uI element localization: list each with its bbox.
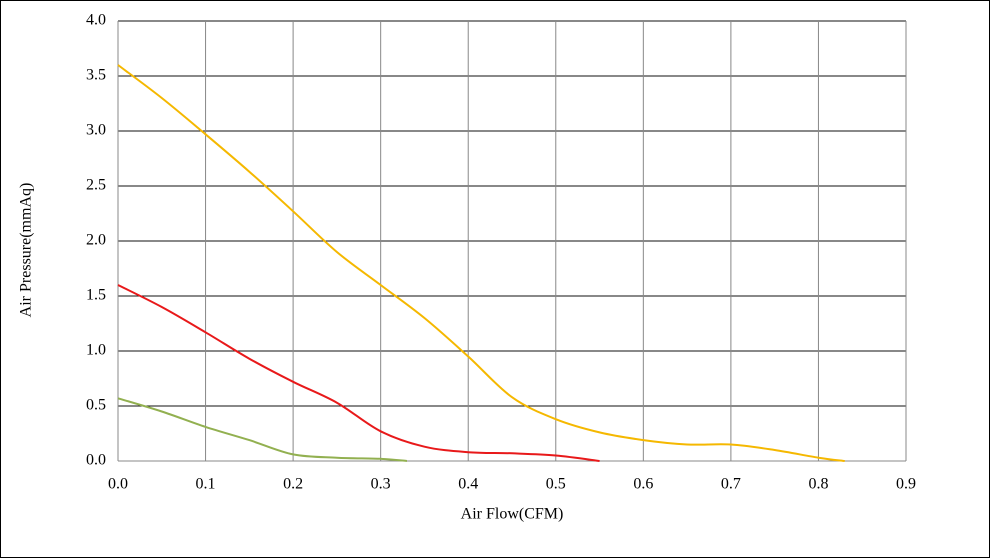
y-tick-label: 2.5 bbox=[86, 177, 106, 194]
x-tick-label: 0.9 bbox=[896, 476, 916, 493]
x-tick-label: 0.4 bbox=[458, 476, 478, 493]
x-tick-label: 0.5 bbox=[546, 476, 566, 493]
x-axis-label: Air Flow(CFM) bbox=[461, 506, 564, 523]
x-tick-label: 0.8 bbox=[808, 476, 828, 493]
y-tick-label: 1.0 bbox=[86, 342, 106, 359]
y-axis-label: Air Pressure(mmAq) bbox=[18, 183, 35, 318]
x-tick-label: 0.3 bbox=[371, 476, 391, 493]
x-tick-label: 0.7 bbox=[721, 476, 741, 493]
series-line bbox=[117, 284, 600, 462]
x-tick-label: 0.0 bbox=[108, 476, 128, 493]
y-tick-label: 2.0 bbox=[86, 232, 106, 249]
series-line bbox=[117, 397, 408, 462]
x-tick-label: 0.6 bbox=[633, 476, 653, 493]
y-tick-label: 1.5 bbox=[86, 287, 106, 304]
y-tick-label: 3.0 bbox=[86, 122, 106, 139]
x-tick-label: 0.2 bbox=[283, 476, 303, 493]
y-tick-label: 0.0 bbox=[86, 452, 106, 469]
series-line bbox=[117, 64, 845, 462]
y-tick-label: 4.0 bbox=[86, 12, 106, 29]
y-tick-label: 3.5 bbox=[86, 67, 106, 84]
x-tick-label: 0.1 bbox=[196, 476, 216, 493]
y-tick-label: 0.5 bbox=[86, 397, 106, 414]
